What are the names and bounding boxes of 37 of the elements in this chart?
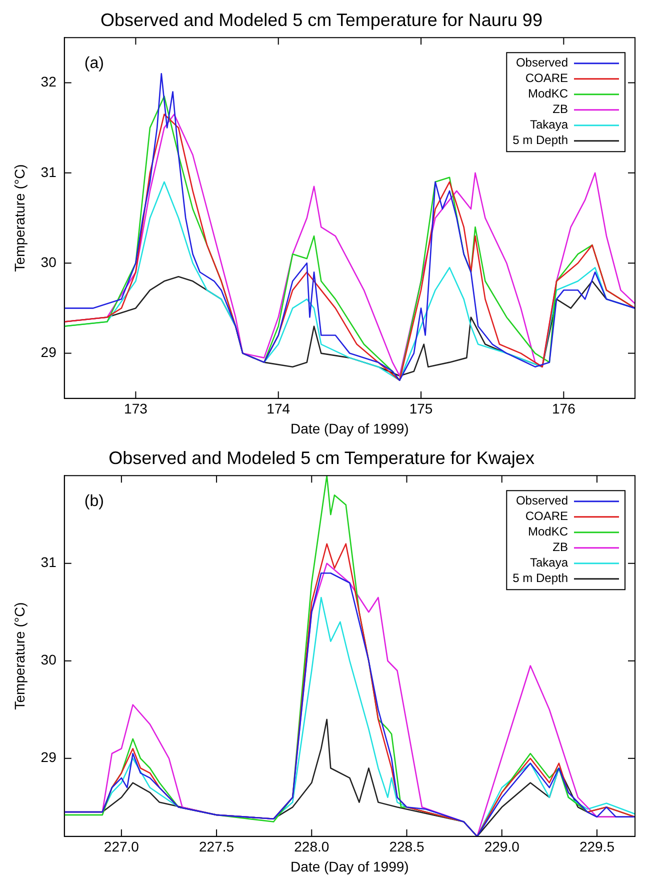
x-tick-label: 227.0	[104, 838, 140, 855]
y-tick-label: 30	[40, 652, 57, 668]
y-axis-title: Temperature (°C)	[11, 602, 28, 710]
x-tick-label: 228.0	[294, 838, 330, 855]
legend-label: COARE	[525, 71, 568, 86]
x-tick-label: 174	[266, 400, 290, 417]
annotation: (a)	[84, 55, 104, 72]
x-axis-title: Date (Day of 1999)	[290, 858, 409, 874]
y-tick-label: 29	[40, 749, 57, 766]
legend-label: Takaya	[530, 556, 568, 570]
y-tick-label: 30	[40, 254, 57, 270]
legend-label: ModKC	[528, 86, 568, 101]
x-tick-label: 229.0	[484, 838, 520, 855]
legend-label: Observed	[516, 494, 568, 508]
legend-label: Takaya	[530, 118, 568, 132]
legend-label: ModKC	[528, 524, 568, 539]
legend-label: Observed	[516, 56, 568, 70]
x-tick-label: 227.5	[199, 838, 234, 855]
y-tick-label: 31	[40, 554, 57, 570]
legend-label: ZB	[552, 102, 568, 116]
y-tick-label: 29	[40, 344, 57, 360]
y-axis-title: Temperature (°C)	[11, 164, 28, 272]
x-tick-label: 176	[552, 400, 576, 417]
legend-label: COARE	[525, 509, 568, 524]
x-axis-title: Date (Day of 1999)	[290, 420, 409, 436]
x-tick-label: 229.5	[579, 838, 615, 855]
x-tick-label: 175	[409, 400, 433, 417]
annotation: (b)	[84, 493, 104, 510]
legend-label: 5 m Depth	[512, 571, 568, 586]
legend-label: 5 m Depth	[512, 133, 568, 148]
y-tick-label: 32	[40, 74, 57, 90]
x-tick-label: 173	[124, 400, 148, 417]
chart-title: Observed and Modeled 5 cm Temperature for Nauru 99	[100, 10, 542, 30]
legend-label: ZB	[552, 540, 568, 554]
y-tick-label: 31	[40, 164, 57, 180]
x-tick-label: 228.5	[389, 838, 424, 855]
chart-title: Observed and Modeled 5 cm Temperature for Kwajex	[108, 448, 534, 468]
